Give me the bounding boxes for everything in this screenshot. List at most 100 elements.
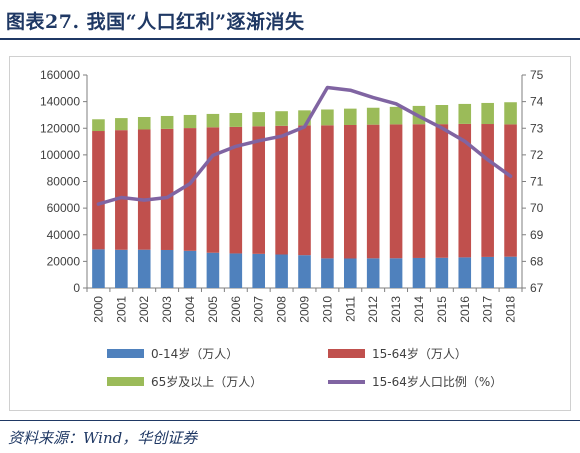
bar-age-65-plus: [321, 109, 334, 126]
source-divider: [0, 420, 580, 421]
bar-age-65-plus: [183, 114, 197, 129]
right-tick-label: 67: [530, 281, 544, 295]
bar-age-15-64: [343, 124, 357, 259]
bar-age-15-64: [275, 125, 288, 255]
source-note: 资料来源：Wind，华创证券: [8, 429, 198, 447]
bar-age-65-plus: [366, 107, 380, 125]
x-tick-label: 2000: [91, 296, 105, 323]
bar-age-0-14: [252, 253, 266, 288]
x-tick-label: 2002: [137, 296, 151, 323]
legend-item: 15-64岁人口比例（%）: [328, 374, 502, 389]
bar-age-15-64: [481, 124, 494, 257]
left-tick-label: 60000: [47, 201, 81, 215]
bar-age-0-14: [366, 258, 380, 288]
bar-age-0-14: [229, 253, 243, 288]
x-tick-label: 2011: [343, 296, 357, 322]
left-tick-label: 120000: [40, 121, 80, 135]
bar-age-15-64: [252, 126, 266, 254]
bar-age-0-14: [137, 249, 151, 288]
right-tick-label: 75: [530, 68, 544, 82]
x-tick-label: 2005: [206, 296, 220, 323]
legend-swatch: [107, 349, 144, 358]
bar-age-65-plus: [435, 105, 449, 125]
bar-age-65-plus: [206, 113, 220, 128]
bar-age-65-plus: [275, 111, 288, 126]
page-title: 图表27. 我国“人口红利”逐渐消失: [6, 11, 305, 33]
x-tick-label: 2009: [298, 296, 312, 323]
left-tick-label: 160000: [40, 68, 80, 82]
bar-age-15-64: [115, 130, 128, 250]
legend-item: 65岁及以上（万人）: [107, 374, 262, 389]
x-tick-label: 2015: [435, 296, 449, 323]
left-tick-label: 100000: [40, 148, 80, 162]
left-tick-label: 20000: [47, 254, 81, 268]
bar-age-15-64: [504, 124, 517, 257]
bar-age-15-64: [366, 124, 380, 259]
bar-age-0-14: [343, 258, 357, 288]
bar-age-65-plus: [481, 102, 494, 125]
bar-age-65-plus: [458, 103, 472, 124]
bar-age-15-64: [321, 125, 334, 259]
bar-age-0-14: [275, 254, 288, 288]
left-tick-label: 80000: [47, 175, 81, 189]
legend-item: 0-14岁（万人）: [107, 346, 238, 361]
bar-age-15-64: [183, 128, 197, 251]
x-tick-label: 2016: [458, 296, 472, 323]
bar-age-15-64: [160, 128, 174, 250]
right-tick-label: 73: [530, 121, 544, 135]
bar-age-65-plus: [137, 116, 151, 130]
x-tick-label: 2012: [366, 296, 380, 323]
bar-age-15-64: [458, 123, 472, 258]
x-tick-label: 2018: [504, 296, 518, 323]
x-tick-label: 2013: [389, 296, 403, 323]
bar-age-0-14: [504, 256, 517, 288]
bar-age-0-14: [321, 258, 334, 288]
x-tick-label: 2001: [114, 296, 128, 323]
bar-age-0-14: [206, 252, 220, 288]
right-tick-label: 70: [530, 201, 544, 215]
legend-swatch: [107, 377, 144, 386]
bar-age-15-64: [412, 124, 426, 258]
x-tick-label: 2003: [160, 296, 174, 323]
bar-age-65-plus: [229, 113, 243, 127]
bar-age-15-64: [137, 129, 151, 250]
right-tick-label: 71: [530, 175, 544, 189]
bar-age-65-plus: [160, 115, 174, 129]
right-tick-label: 69: [530, 228, 544, 242]
left-tick-label: 0: [73, 281, 80, 295]
x-tick-label: 2006: [229, 296, 243, 323]
bar-age-15-64: [229, 126, 243, 254]
bar-age-0-14: [412, 257, 426, 288]
bar-age-15-64: [92, 131, 105, 250]
left-tick-label: 40000: [47, 228, 81, 242]
legend-label: 15-64岁（万人）: [372, 346, 467, 361]
population-chart: 0 20000 40000 60000 80000 100000 120000 140000 1…: [40, 68, 544, 389]
bar-age-65-plus: [115, 118, 128, 131]
bar-age-65-plus: [252, 112, 266, 127]
x-tick-label: 2004: [183, 296, 197, 323]
right-tick-label: 72: [530, 148, 544, 162]
bar-age-15-64: [206, 127, 220, 253]
bar-age-0-14: [389, 258, 403, 288]
bar-age-0-14: [298, 255, 311, 288]
bar-age-0-14: [92, 249, 105, 288]
x-tick-label: 2017: [481, 296, 495, 323]
right-tick-label: 68: [530, 254, 544, 268]
legend-label: 0-14岁（万人）: [151, 346, 238, 361]
bar-age-65-plus: [389, 106, 403, 125]
x-tick-label: 2007: [252, 296, 266, 323]
bar-age-65-plus: [343, 108, 357, 125]
legend-label: 15-64岁人口比例（%）: [372, 374, 502, 389]
bar-age-15-64: [435, 124, 449, 258]
legend-label: 65岁及以上（万人）: [151, 374, 262, 389]
right-tick-label: 74: [530, 95, 544, 109]
bar-age-15-64: [389, 124, 403, 259]
legend-swatch: [328, 349, 365, 358]
bar-age-0-14: [458, 257, 472, 288]
bar-age-0-14: [435, 257, 449, 288]
title-divider: [0, 38, 580, 40]
bar-age-15-64: [298, 125, 311, 256]
bar-age-0-14: [115, 249, 128, 288]
bar-age-0-14: [481, 256, 494, 288]
